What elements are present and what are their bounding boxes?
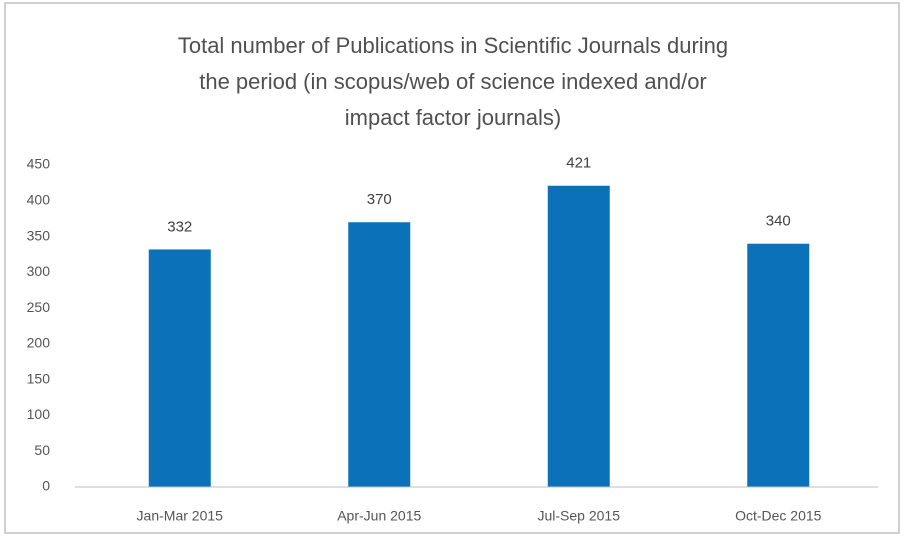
bar <box>148 249 211 487</box>
chart-title: impact factor journals) <box>345 105 561 130</box>
chart-title: the period (in scopus/web of science ind… <box>199 69 707 94</box>
x-tick-label: Oct-Dec 2015 <box>735 508 822 524</box>
y-tick-label: 100 <box>27 406 51 422</box>
bar <box>547 185 610 488</box>
y-tick-label: 400 <box>27 191 51 207</box>
chart-title: Total number of Publications in Scientif… <box>178 33 728 58</box>
y-tick-label: 350 <box>27 227 51 243</box>
x-tick-label: Jan-Mar 2015 <box>137 508 224 524</box>
x-tick-label: Jul-Sep 2015 <box>537 508 620 524</box>
y-tick-label: 200 <box>27 335 51 351</box>
data-label: 332 <box>167 218 192 235</box>
data-label: 421 <box>566 155 591 172</box>
bar <box>747 243 810 487</box>
data-label: 340 <box>766 213 791 230</box>
y-tick-label: 450 <box>27 156 51 172</box>
x-tick-label: Apr-Jun 2015 <box>337 508 421 524</box>
y-tick-label: 150 <box>27 370 51 386</box>
y-tick-label: 50 <box>34 442 50 458</box>
y-tick-label: 250 <box>27 299 51 315</box>
data-label: 370 <box>367 191 392 208</box>
y-tick-label: 0 <box>42 478 50 494</box>
y-tick-label: 300 <box>27 263 51 279</box>
bar <box>348 222 411 487</box>
